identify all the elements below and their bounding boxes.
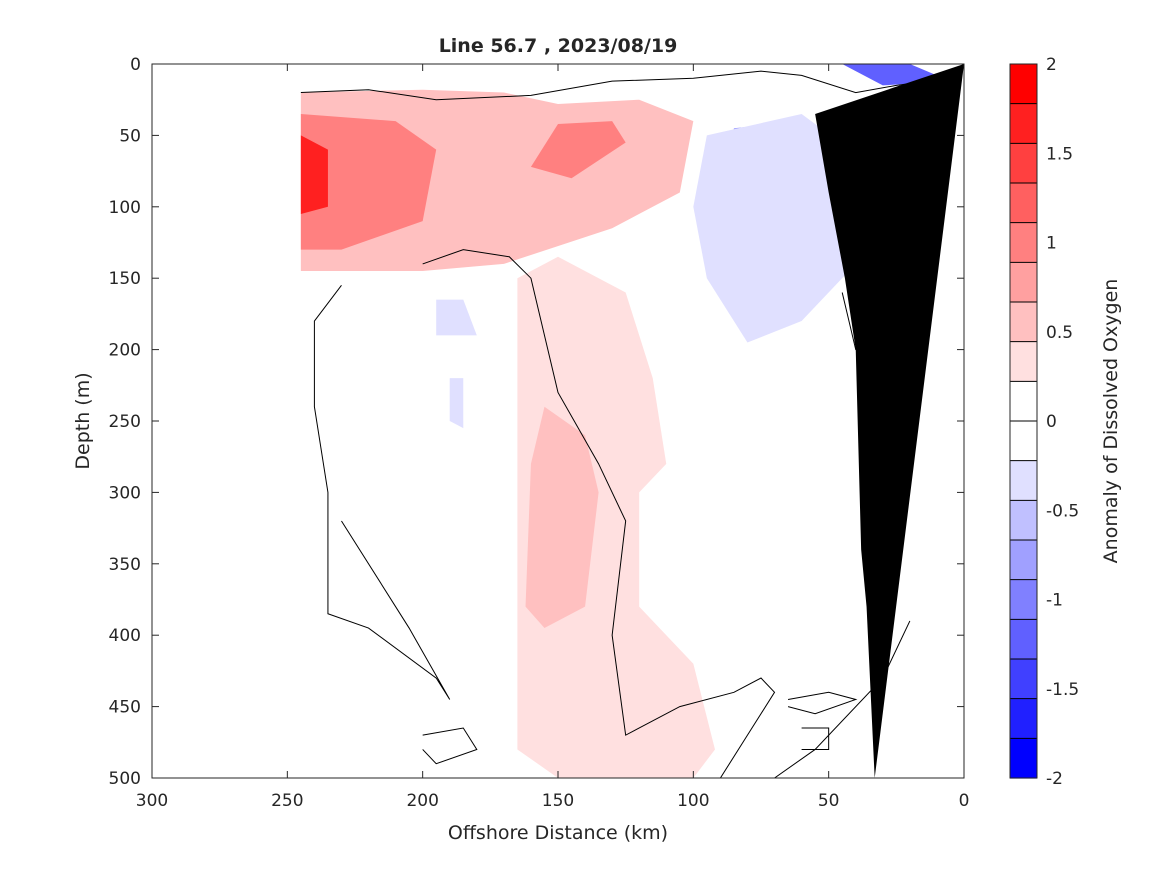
anomaly-region-9	[436, 299, 477, 336]
colorbar-band	[1010, 143, 1037, 184]
colorbar-label: Anomaly of Dissolved Oxygen	[1100, 279, 1122, 564]
y-tick-label: 500	[109, 769, 141, 789]
colorbar-band	[1010, 381, 1037, 422]
x-tick-label: 150	[542, 791, 574, 811]
y-tick-label: 350	[109, 555, 141, 575]
y-axis-label: Depth (m)	[72, 372, 94, 469]
colorbar-tick-label: 1	[1046, 234, 1057, 254]
colorbar-band	[1010, 183, 1037, 224]
colorbar-tick-label: -1.5	[1046, 680, 1079, 700]
colorbar-band	[1010, 302, 1037, 343]
colorbar-band	[1010, 540, 1037, 581]
colorbar-band	[1010, 579, 1037, 620]
colorbar-tick-label: -1	[1046, 591, 1063, 611]
colorbar-tick-label: 0.5	[1046, 323, 1073, 343]
anomaly-region-10	[449, 378, 464, 429]
anomaly-region-5	[525, 406, 599, 629]
x-axis-label: Offshore Distance (km)	[448, 822, 668, 844]
zero-contour-1	[422, 249, 911, 778]
x-tick-label: 50	[818, 791, 840, 811]
anomaly-region-2	[300, 135, 328, 214]
colorbar-band	[1010, 738, 1037, 779]
colorbar-band	[1010, 64, 1037, 105]
colorbar-band	[1010, 619, 1037, 660]
zero-contour-2	[313, 285, 451, 700]
y-tick-label: 300	[109, 483, 141, 503]
x-tick-label: 300	[136, 791, 168, 811]
anomaly-region-4	[517, 256, 715, 778]
colorbar-tick-label: -2	[1046, 769, 1063, 789]
x-tick-label: 200	[406, 791, 438, 811]
colorbar-band	[1010, 460, 1037, 501]
x-tick-label: 100	[677, 791, 709, 811]
zero-contour-4	[422, 727, 478, 765]
colorbar-band	[1010, 500, 1037, 541]
anomaly-region-1	[300, 113, 437, 250]
y-tick-label: 200	[109, 341, 141, 361]
colorbar-band	[1010, 698, 1037, 739]
y-tick-label: 150	[109, 269, 141, 289]
y-tick-label: 250	[109, 412, 141, 432]
y-tick-label: 50	[119, 126, 141, 146]
y-tick-label: 450	[109, 698, 141, 718]
axes: 300 250 200 150 100 50 00501001502002503003504…	[109, 55, 970, 811]
x-tick-label: 250	[271, 791, 303, 811]
anomaly-region-3	[530, 121, 626, 179]
zero-contour-5	[787, 691, 858, 715]
colorbar-tick-label: -0.5	[1046, 501, 1079, 521]
colorbar-frame	[1009, 63, 1038, 779]
y-tick-label: 0	[130, 55, 141, 75]
colorbar-band	[1010, 262, 1037, 303]
contour-layer	[300, 64, 964, 778]
y-tick-label: 100	[109, 198, 141, 218]
zero-contour-6	[801, 727, 830, 750]
colorbar-band	[1010, 222, 1037, 263]
bathymetry-shelf	[815, 64, 964, 778]
colorbar-band	[1010, 341, 1037, 382]
x-tick-label: 0	[959, 791, 970, 811]
y-tick-label: 400	[109, 626, 141, 646]
colorbar: 2 1.5 1 0.5 0 -0.5 -1 -1.5 -2	[1009, 55, 1079, 789]
chart-title: Line 56.7 , 2023/08/19	[439, 35, 678, 57]
colorbar-band	[1010, 659, 1037, 700]
zero-contour-0	[300, 70, 951, 101]
colorbar-tick-label: 1.5	[1046, 144, 1073, 164]
colorbar-tick-label: 0	[1046, 412, 1057, 432]
colorbar-tick-label: 2	[1046, 55, 1057, 75]
colorbar-band	[1010, 103, 1037, 144]
colorbar-band	[1010, 421, 1037, 462]
